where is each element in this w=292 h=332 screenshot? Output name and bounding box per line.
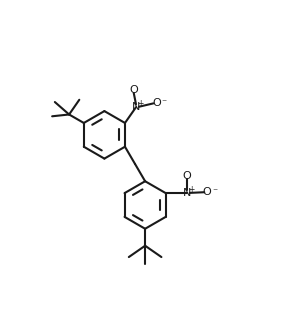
Text: +: + — [188, 185, 194, 194]
Text: N: N — [183, 188, 191, 198]
Text: ⁻: ⁻ — [212, 187, 217, 197]
Text: O: O — [182, 171, 191, 181]
Text: N: N — [132, 102, 140, 112]
Text: O: O — [152, 98, 161, 108]
Text: +: + — [137, 99, 143, 108]
Text: ⁻: ⁻ — [161, 98, 166, 108]
Text: O: O — [129, 85, 138, 95]
Text: O: O — [203, 187, 212, 197]
